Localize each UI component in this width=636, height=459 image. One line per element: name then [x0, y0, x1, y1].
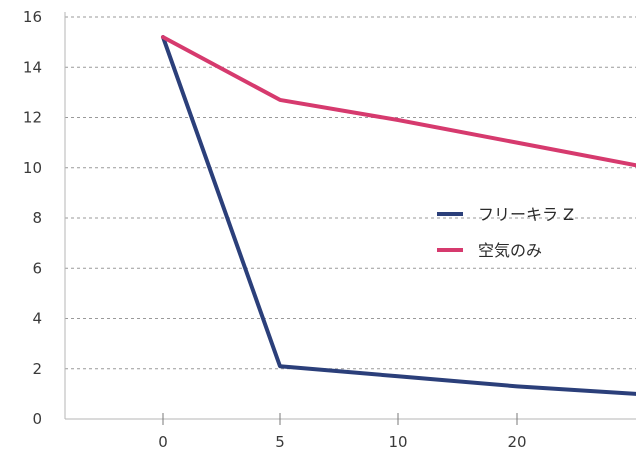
y-tick-label: 0: [32, 410, 42, 428]
legend-label-series-2: 空気のみ: [478, 241, 542, 260]
x-tick-label: 5: [275, 433, 285, 451]
legend-label-series-1: フリーキラ Z: [478, 205, 574, 224]
grid-lines: [65, 16, 636, 370]
x-tick-label: 0: [158, 433, 168, 451]
series-line-1: [161, 35, 636, 396]
series-line-2: [161, 35, 636, 168]
y-tick-label: 8: [32, 209, 42, 227]
y-tick-labels: 0 2 4 6 8 10 12 14 16: [23, 8, 42, 428]
x-tick-labels: 0 5 10 20: [158, 413, 527, 451]
y-tick-label: 12: [23, 109, 42, 127]
y-tick-label: 14: [23, 58, 42, 76]
x-tick-label: 10: [388, 433, 407, 451]
y-tick-label: 2: [32, 360, 42, 378]
y-tick-label: 6: [32, 259, 42, 277]
x-tick-label: 20: [507, 433, 526, 451]
y-tick-label: 10: [23, 159, 42, 177]
legend: フリーキラ Z 空気のみ: [437, 205, 574, 260]
y-tick-label: 4: [32, 310, 42, 328]
axes: [64, 12, 636, 420]
y-tick-label: 16: [23, 8, 42, 26]
series-lines: [161, 35, 636, 396]
